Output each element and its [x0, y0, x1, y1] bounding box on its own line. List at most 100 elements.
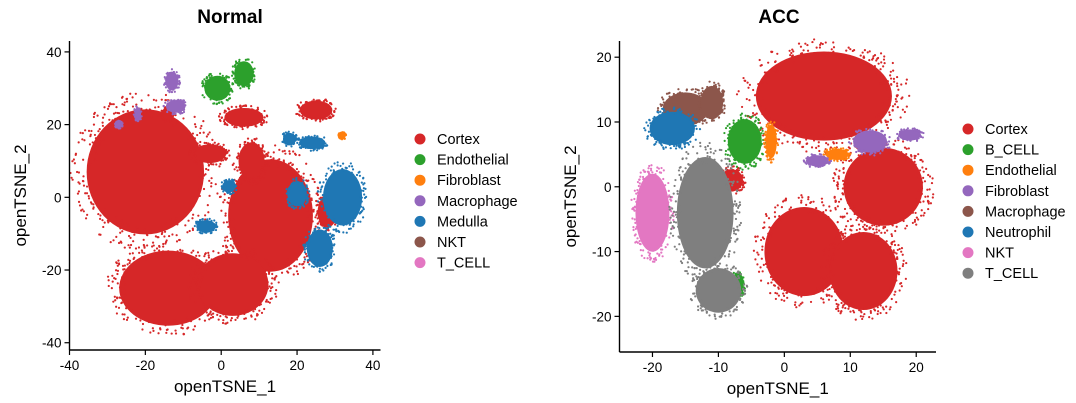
data-point — [743, 288, 746, 292]
data-point — [202, 303, 205, 306]
data-point — [684, 167, 687, 170]
data-point — [73, 162, 76, 165]
data-point — [234, 60, 238, 63]
data-point — [726, 189, 730, 192]
data-point — [750, 115, 753, 119]
data-point — [228, 178, 231, 181]
data-point — [836, 205, 839, 208]
data-point — [115, 216, 118, 219]
data-point — [876, 312, 879, 316]
data-point — [832, 135, 835, 138]
data-point — [845, 299, 848, 302]
data-point — [205, 167, 208, 171]
data-point — [222, 188, 225, 191]
data-point — [220, 159, 223, 162]
data-point — [237, 246, 240, 249]
data-point — [661, 96, 664, 99]
data-point — [71, 160, 74, 163]
data-point — [209, 78, 212, 81]
data-point — [653, 143, 656, 146]
data-point — [744, 114, 747, 117]
data-point — [883, 135, 886, 138]
data-point — [123, 246, 126, 249]
data-point — [181, 111, 184, 115]
data-point — [734, 240, 737, 243]
data-point — [810, 146, 814, 149]
data-point — [212, 102, 215, 105]
data-point — [277, 281, 280, 284]
data-point — [718, 262, 722, 265]
data-point — [228, 209, 231, 212]
data-point — [683, 240, 686, 243]
legend-swatch — [414, 257, 426, 269]
data-point — [225, 75, 228, 78]
data-point — [112, 300, 115, 303]
legend: CortexB_CELLEndothelialFibroblastMacroph… — [962, 122, 1066, 282]
data-point — [765, 151, 769, 154]
data-point — [164, 107, 167, 110]
data-point — [190, 267, 193, 270]
data-point — [890, 82, 893, 86]
data-point — [833, 195, 836, 198]
data-point — [168, 71, 171, 75]
data-point — [871, 58, 874, 61]
data-point — [231, 245, 234, 248]
data-point — [325, 184, 328, 187]
data-point — [793, 303, 797, 306]
data-point — [674, 147, 678, 150]
data-point — [694, 295, 697, 298]
data-point — [99, 140, 102, 143]
data-point — [254, 138, 257, 141]
data-point — [178, 76, 181, 79]
data-point — [308, 193, 311, 196]
data-point — [267, 272, 271, 275]
data-point — [635, 225, 638, 229]
data-point — [206, 218, 209, 221]
data-point — [210, 219, 213, 222]
data-point — [288, 199, 291, 202]
data-point — [209, 72, 212, 76]
data-point — [207, 256, 211, 259]
data-point — [738, 224, 741, 227]
data-point — [93, 112, 96, 116]
data-point — [189, 148, 193, 151]
data-point — [299, 107, 302, 110]
data-point — [196, 251, 200, 254]
legend-label: Endothelial — [437, 153, 509, 169]
data-point — [725, 238, 728, 241]
data-point — [822, 204, 825, 207]
data-point — [302, 179, 305, 182]
data-point — [663, 109, 666, 112]
data-point — [285, 188, 288, 191]
data-point — [203, 84, 207, 88]
data-point — [83, 139, 86, 142]
data-point — [258, 260, 261, 263]
data-point — [199, 140, 202, 144]
data-point — [296, 112, 299, 116]
data-point — [664, 246, 667, 249]
data-point — [204, 307, 207, 310]
y-axis-label: openTSNE_2 — [561, 145, 580, 247]
data-point — [649, 122, 652, 125]
data-point — [837, 303, 840, 306]
data-point — [239, 125, 242, 128]
data-point — [301, 181, 304, 184]
data-point — [738, 298, 742, 302]
data-point — [728, 250, 731, 253]
cluster-cortex-1 — [106, 240, 230, 336]
data-point — [289, 167, 292, 170]
data-point — [888, 111, 891, 114]
data-point — [666, 110, 669, 113]
data-point — [643, 170, 646, 173]
data-point — [276, 159, 279, 162]
data-point — [231, 163, 234, 167]
data-point — [155, 247, 159, 250]
data-point — [223, 109, 227, 112]
data-point — [792, 50, 795, 53]
data-point — [760, 257, 763, 260]
data-point — [309, 219, 312, 222]
data-point — [905, 128, 908, 132]
data-point — [731, 266, 734, 269]
data-point — [215, 99, 218, 102]
data-point — [145, 108, 148, 111]
